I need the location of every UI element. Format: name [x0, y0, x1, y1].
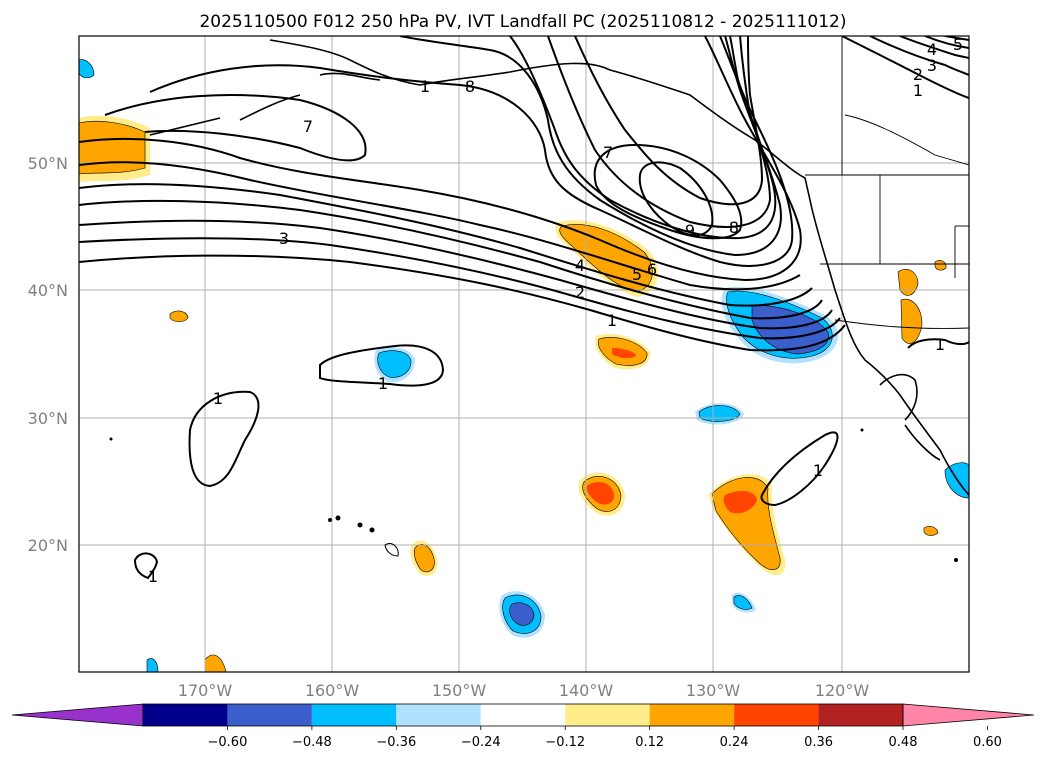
contour-label: 3: [927, 56, 937, 75]
lat-label: 30°N: [28, 409, 68, 428]
lon-label: 150°W: [432, 681, 487, 700]
contour-label: 1: [935, 335, 945, 354]
graticule: [79, 36, 969, 672]
lon-label: 120°W: [815, 681, 870, 700]
lat-label: 50°N: [28, 154, 68, 173]
contour-label: 5: [632, 265, 642, 284]
colorbar-tick-label: −0.12: [545, 735, 585, 750]
colorbar-extend-high: [902, 703, 1035, 727]
lat-label: 20°N: [28, 536, 68, 555]
colorbar-segment: [734, 704, 819, 726]
contour-label: 4: [927, 40, 937, 59]
contour-label: 1: [213, 389, 223, 408]
contour-label: 1: [420, 77, 430, 96]
colorbar-segment: [227, 704, 312, 726]
contour-labels: 7 8 3 4 5 6 2 1 7 9 8 1 1 1 1 2 3 4 5 1 …: [148, 35, 963, 586]
contour-label: 2: [575, 283, 585, 302]
political-borders: [805, 36, 969, 329]
contour-label: 5: [953, 35, 963, 54]
colorbar-segment: [143, 704, 228, 726]
lat-labels: 50°N 40°N 30°N 20°N: [28, 154, 68, 555]
colorbar: −0.60 −0.48 −0.36 −0.24 −0.12 0.12 0.24 0.36 0.4…: [11, 703, 1035, 750]
lon-label: 130°W: [686, 681, 741, 700]
contour-label: 8: [465, 77, 475, 96]
colorbar-tick-label: 0.60: [973, 735, 1002, 750]
islands: [109, 428, 958, 562]
contour-label: 1: [148, 567, 158, 586]
contour-label: 6: [647, 260, 657, 279]
colorbar-tick-label: 0.24: [720, 735, 749, 750]
colorbar-tick-label: 0.36: [804, 735, 833, 750]
colorbar-segment: [396, 704, 481, 726]
contour-label: 4: [575, 256, 585, 275]
map-title: 2025110500 F012 250 hPa PV, IVT Landfall…: [199, 12, 846, 32]
map-area: 7 8 3 4 5 6 2 1 7 9 8 1 1 1 1 2 3 4 5 1 …: [79, 35, 969, 672]
contour-label: 7: [603, 143, 613, 162]
colorbar-tick-label: −0.36: [376, 735, 416, 750]
lon-label: 170°W: [178, 681, 233, 700]
colorbar-tick-label: −0.48: [292, 735, 332, 750]
contour-label: 9: [685, 221, 695, 240]
colorbar-extend-low: [11, 703, 144, 727]
colorbar-segment: [818, 704, 903, 726]
contour-label: 2: [913, 65, 923, 84]
colorbar-tick-label: 0.12: [635, 735, 664, 750]
colorbar-outline: [142, 703, 904, 727]
coastlines: [149, 39, 969, 496]
lon-labels: 170°W 160°W 150°W 140°W 130°W 120°W: [178, 681, 870, 700]
lat-label: 40°N: [28, 281, 68, 300]
contour-label: 1: [813, 461, 823, 480]
pv-contours: [79, 36, 969, 580]
colorbar-tick-label: −0.60: [208, 735, 248, 750]
colorbar-segment: [565, 704, 650, 726]
colorbar-segment: [480, 704, 566, 726]
colorbar-segment: [311, 704, 397, 726]
lon-label: 140°W: [559, 681, 614, 700]
lon-label: 160°W: [305, 681, 360, 700]
contour-label: 1: [607, 311, 617, 330]
contour-label: 1: [378, 374, 388, 393]
colorbar-tick-label: −0.24: [461, 735, 501, 750]
colorbar-tick-label: 0.48: [889, 735, 918, 750]
contour-label: 8: [729, 218, 739, 237]
map-frame: [78, 35, 970, 673]
contour-label: 3: [279, 229, 289, 248]
colorbar-segment: [649, 704, 735, 726]
contour-label: 7: [303, 117, 313, 136]
contour-label: 1: [913, 81, 923, 100]
